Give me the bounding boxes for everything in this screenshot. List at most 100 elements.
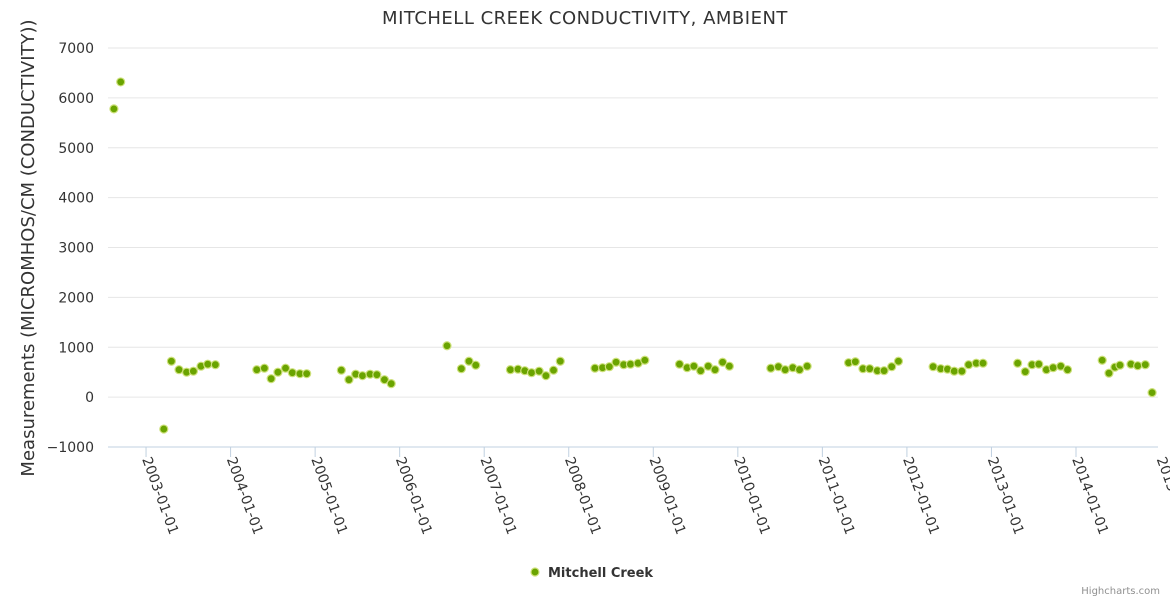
- data-point[interactable]: [273, 367, 283, 377]
- data-point[interactable]: [640, 355, 650, 365]
- x-tick-label: 2014-01-01: [1068, 455, 1111, 537]
- data-point[interactable]: [266, 374, 276, 384]
- data-point[interactable]: [357, 371, 368, 381]
- x-tick-label: 2010-01-01: [730, 455, 773, 537]
- data-point[interactable]: [964, 360, 974, 370]
- data-point[interactable]: [879, 366, 889, 376]
- data-point[interactable]: [590, 363, 600, 373]
- x-tick-label: 2013-01-01: [984, 455, 1027, 537]
- data-point[interactable]: [887, 362, 897, 372]
- data-point[interactable]: [471, 360, 481, 370]
- data-point[interactable]: [259, 363, 270, 373]
- data-point[interactable]: [1147, 388, 1157, 398]
- data-point[interactable]: [1020, 367, 1030, 377]
- gridlines: [108, 47, 1158, 398]
- x-tick-label: 2015-01-01: [1153, 455, 1170, 537]
- x-tick-label: 2011-01-01: [815, 455, 858, 537]
- data-point[interactable]: [1133, 361, 1143, 371]
- data-point[interactable]: [210, 360, 220, 370]
- legend-item-mitchell-creek[interactable]: Mitchell Creek: [530, 566, 653, 581]
- y-tick-label: 3000: [58, 241, 94, 257]
- data-point[interactable]: [166, 356, 177, 366]
- data-point[interactable]: [505, 365, 516, 375]
- x-tick-label: 2004-01-01: [223, 455, 266, 537]
- y-tick-label: −1000: [47, 440, 94, 456]
- x-tick-label: 2006-01-01: [392, 455, 435, 537]
- credits-link[interactable]: Highcharts.com: [1081, 586, 1160, 597]
- data-point[interactable]: [949, 366, 959, 376]
- data-point[interactable]: [302, 369, 312, 379]
- data-point[interactable]: [710, 365, 720, 375]
- data-point[interactable]: [174, 365, 184, 375]
- data-point[interactable]: [109, 104, 119, 114]
- data-point[interactable]: [159, 424, 169, 434]
- data-point[interactable]: [1140, 360, 1150, 370]
- data-point[interactable]: [928, 362, 938, 372]
- data-point[interactable]: [696, 366, 706, 376]
- x-tick-label: 2005-01-01: [307, 455, 350, 537]
- y-axis-ticks: −1000 0 1000 2000 3000 4000 5000 6000 7000: [47, 41, 94, 456]
- data-point[interactable]: [604, 362, 614, 372]
- data-point[interactable]: [203, 359, 213, 369]
- data-point[interactable]: [1013, 358, 1023, 368]
- data-point[interactable]: [718, 357, 728, 367]
- data-point[interactable]: [555, 356, 565, 366]
- data-point[interactable]: [386, 379, 396, 389]
- data-point[interactable]: [534, 366, 544, 376]
- x-tick-label: 2008-01-01: [561, 455, 604, 537]
- data-point[interactable]: [724, 361, 734, 371]
- data-point[interactable]: [893, 356, 904, 366]
- data-point[interactable]: [379, 375, 390, 385]
- legend-label: Mitchell Creek: [548, 566, 653, 581]
- y-tick-label: 1000: [58, 340, 94, 356]
- legend-marker: [530, 567, 540, 577]
- data-point[interactable]: [1104, 368, 1114, 378]
- data-point[interactable]: [865, 364, 875, 374]
- data-points: [109, 77, 1157, 434]
- data-point[interactable]: [802, 361, 812, 371]
- data-point[interactable]: [372, 370, 382, 380]
- x-tick-label: 2003-01-01: [138, 455, 181, 537]
- data-point[interactable]: [689, 361, 699, 371]
- y-axis-label: Measurements (MICROMHOS/CM (CONDUCTIVITY…: [18, 19, 39, 476]
- data-point[interactable]: [548, 365, 559, 375]
- data-point[interactable]: [1034, 359, 1044, 369]
- data-point[interactable]: [252, 365, 262, 375]
- data-point[interactable]: [780, 365, 790, 375]
- y-tick-label: 7000: [58, 41, 94, 57]
- data-point[interactable]: [280, 363, 291, 373]
- data-point[interactable]: [1048, 363, 1058, 373]
- data-point[interactable]: [957, 366, 967, 376]
- data-point[interactable]: [794, 365, 805, 375]
- data-point[interactable]: [116, 77, 126, 87]
- data-point[interactable]: [611, 357, 621, 367]
- y-tick-label: 2000: [58, 290, 94, 306]
- x-tick-label: 2007-01-01: [476, 455, 519, 537]
- x-tick-label: 2009-01-01: [646, 455, 689, 537]
- y-tick-label: 6000: [58, 91, 94, 107]
- data-point[interactable]: [336, 365, 346, 375]
- data-point[interactable]: [188, 366, 198, 376]
- data-point[interactable]: [674, 359, 685, 369]
- data-point[interactable]: [766, 363, 776, 373]
- chart-title: MITCHELL CREEK CONDUCTIVITY, AMBIENT: [382, 8, 788, 29]
- data-point[interactable]: [442, 341, 452, 351]
- x-tick-label: 2012-01-01: [899, 455, 942, 537]
- data-point[interactable]: [1062, 365, 1073, 375]
- data-point[interactable]: [978, 358, 988, 368]
- y-tick-label: 4000: [58, 191, 94, 207]
- data-point[interactable]: [287, 368, 297, 378]
- x-axis: 2003-01-01 2004-01-01 2005-01-01 2006-01-01…: [108, 446, 1170, 537]
- y-tick-label: 5000: [58, 141, 94, 157]
- data-point[interactable]: [1115, 360, 1125, 370]
- data-point[interactable]: [456, 364, 466, 374]
- data-point[interactable]: [526, 368, 537, 378]
- data-point[interactable]: [464, 356, 474, 366]
- data-point[interactable]: [625, 359, 636, 369]
- data-point[interactable]: [344, 375, 354, 385]
- data-point[interactable]: [541, 371, 551, 381]
- data-point[interactable]: [850, 357, 860, 367]
- y-tick-label: 0: [85, 390, 94, 406]
- data-point[interactable]: [1097, 355, 1107, 365]
